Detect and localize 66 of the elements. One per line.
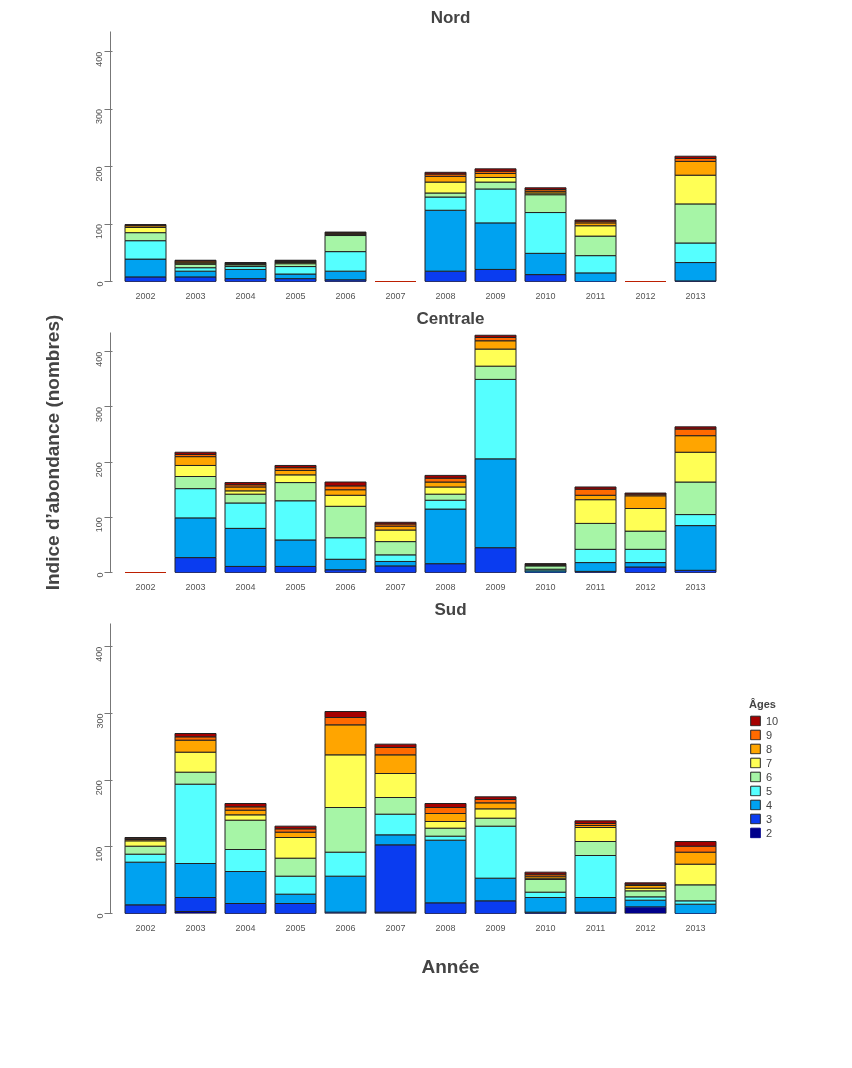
x-tick-label: 2009 [485,922,506,933]
x-tick-label: 2013 [685,290,706,301]
x-axis-title: Année [421,955,480,977]
legend-label: 2 [766,826,774,839]
legend-title: Âges [749,697,777,710]
x-tick-label: 2012 [635,922,656,933]
legend-label: 8 [766,742,774,755]
legend-label: 3 [766,812,774,825]
x-tick-label: 2008 [435,581,456,592]
y-tick-label: 300 [94,713,105,729]
y-tick-label: 0 [94,281,105,287]
chart-title: Centrale [416,308,485,328]
y-tick-label: 200 [94,780,105,796]
y-tick-label: 400 [94,51,105,67]
x-tick-label: 2007 [385,290,406,301]
x-tick-label: 2012 [635,290,656,301]
x-tick-label: 2013 [685,922,706,933]
y-tick-label: 0 [94,572,105,578]
x-tick-label: 2012 [635,581,656,592]
y-axis-title: Indice d’abondance (nombres) [41,314,63,591]
y-tick-label: 100 [94,517,105,533]
x-tick-label: 2003 [185,581,206,592]
x-tick-label: 2006 [335,922,356,933]
y-tick-label: 200 [94,462,105,478]
x-tick-label: 2007 [385,581,406,592]
legend-label: 9 [766,728,774,741]
x-tick-label: 2005 [285,581,306,592]
y-tick-label: 300 [94,406,105,422]
x-tick-label: 2002 [135,581,156,592]
chart-title: Sud [434,599,467,619]
x-tick-label: 2005 [285,922,306,933]
x-tick-label: 2004 [235,922,256,933]
x-tick-label: 2008 [435,290,456,301]
x-tick-label: 2004 [235,290,256,301]
legend-label: 7 [766,756,774,769]
x-tick-label: 2002 [135,922,156,933]
x-tick-label: 2007 [385,922,406,933]
y-tick-label: 200 [94,166,105,182]
y-tick-label: 300 [94,109,105,125]
x-tick-label: 2010 [535,581,556,592]
legend-label: 6 [766,770,774,783]
x-tick-label: 2004 [235,581,256,592]
y-tick-label: 100 [94,224,105,240]
y-tick-label: 0 [94,913,105,919]
y-tick-label: 100 [94,846,105,862]
x-tick-label: 2011 [585,290,606,301]
legend-label: 10 [766,714,780,727]
x-tick-label: 2013 [685,581,706,592]
legend-label: 4 [766,798,774,811]
x-tick-label: 2006 [335,290,356,301]
x-tick-label: 2003 [185,290,206,301]
x-tick-label: 2009 [485,581,506,592]
chart-title: Nord [430,7,471,27]
x-tick-label: 2003 [185,922,206,933]
x-tick-label: 2008 [435,922,456,933]
x-tick-label: 2011 [585,922,606,933]
x-tick-label: 2009 [485,290,506,301]
y-tick-label: 400 [94,646,105,662]
legend-label: 5 [766,784,774,797]
y-tick-label: 400 [94,351,105,367]
x-tick-label: 2006 [335,581,356,592]
x-tick-label: 2005 [285,290,306,301]
x-tick-label: 2010 [535,922,556,933]
x-tick-label: 2011 [585,581,606,592]
x-tick-label: 2010 [535,290,556,301]
x-tick-label: 2002 [135,290,156,301]
